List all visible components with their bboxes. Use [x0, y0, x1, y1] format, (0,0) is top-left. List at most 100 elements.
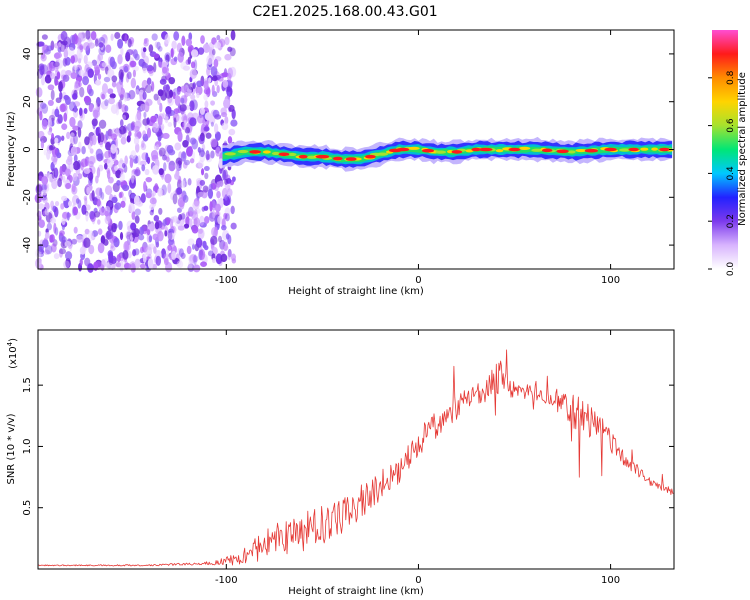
- spectrogram-noise-blob: [229, 47, 236, 57]
- spectrogram-noise-blob: [186, 245, 192, 255]
- spectrogram-noise-blob: [144, 168, 150, 176]
- spectrogram-noise-blob: [84, 136, 90, 146]
- spectrogram-y-tick-label: -20: [22, 189, 33, 205]
- spectrogram-noise-blob: [141, 140, 145, 148]
- snr-x-axis-label: Height of straight line (km): [288, 586, 424, 597]
- signal-band-hot-spot: [422, 148, 435, 153]
- spectrogram-noise-blob: [227, 72, 232, 82]
- spectrogram-noise-blob: [116, 254, 122, 263]
- spectrogram-noise-blob: [160, 90, 167, 101]
- spectrogram-noise-blob: [77, 120, 83, 130]
- signal-band-warm-spot: [407, 146, 420, 150]
- spectrogram-noise-blob: [187, 263, 195, 272]
- spectrogram-noise-blob: [123, 65, 129, 73]
- spectrogram-noise-blob: [50, 217, 57, 224]
- spectrogram-noise-blob: [104, 99, 109, 107]
- spectrogram-noise-blob: [95, 79, 102, 86]
- spectrogram-noise-blob: [47, 99, 54, 107]
- spectrogram-noise-blob: [114, 165, 118, 171]
- spectrogram-noise-blob: [221, 187, 228, 199]
- spectrogram-noise-blob: [178, 213, 183, 221]
- figure-title: C2E1.2025.168.00.43.G01: [252, 4, 437, 20]
- spectrogram-noise-blob: [117, 38, 124, 49]
- spectrogram-noise-blob: [216, 34, 221, 41]
- spectrogram-noise-blob: [153, 214, 160, 222]
- spectrogram-noise-blob: [206, 67, 211, 77]
- spectrogram-noise-blob: [227, 250, 231, 261]
- spectrogram-noise-blob: [79, 86, 85, 98]
- spectrogram-noise-blob: [111, 196, 118, 204]
- spectrogram-noise-blob: [61, 218, 66, 226]
- spectrogram-noise-blob: [142, 47, 147, 53]
- spectrogram-noise-blob: [119, 191, 124, 198]
- spectrogram-noise-blob: [152, 263, 157, 270]
- spectrogram-noise-blob: [111, 222, 117, 233]
- snr-y-ticks: 0.5 1.0 1.5: [22, 377, 674, 516]
- spectrogram-noise-blob: [90, 30, 97, 41]
- spectrogram-noise-blob: [65, 70, 72, 76]
- spectrogram-noise-blob: [79, 258, 83, 266]
- spectrogram-noise-blob: [157, 230, 164, 242]
- spectrogram-noise-blob: [72, 93, 78, 100]
- spectrogram-noise-blob: [72, 160, 81, 171]
- signal-band-hot-spot: [628, 147, 639, 152]
- spectrogram-noise-blob: [52, 61, 60, 68]
- snr-y-tick-label: 0.5: [22, 500, 33, 516]
- signal-band-hot-spot: [541, 148, 553, 153]
- spectrogram-noise-blob: [176, 114, 183, 124]
- spectrogram-noise-blob: [228, 128, 236, 136]
- spectrogram-noise-blob: [176, 87, 181, 95]
- spectrogram-noise-blob: [56, 71, 61, 80]
- spectrogram-noise-blob: [97, 73, 102, 80]
- spectrogram-noise-blob: [224, 36, 230, 46]
- signal-band-hot-spot: [249, 150, 262, 154]
- spectrogram-noise-blob: [120, 200, 126, 208]
- spectrogram-noise-blob: [119, 172, 125, 183]
- spectrogram-noise-blob: [193, 208, 198, 215]
- spectrogram-noise-blob: [84, 197, 88, 207]
- spectrogram-noise-blob: [97, 52, 104, 62]
- spectrogram-noise-blob: [155, 255, 162, 266]
- spectrogram-noise-blob: [146, 229, 151, 236]
- spectrogram-noise-blob: [54, 137, 59, 144]
- spectrogram-noise-blob: [183, 119, 187, 130]
- snr-x-tick-label: -100: [215, 575, 238, 586]
- spectrogram-noise-blob: [72, 172, 78, 182]
- spectrogram-noise-blob: [146, 64, 154, 72]
- spectrogram-noise-blob: [195, 237, 203, 248]
- spectrogram-noise-blob: [124, 155, 128, 165]
- spectrogram-noise-blob: [88, 161, 94, 168]
- spectrogram-noise-blob: [155, 144, 160, 151]
- spectrogram-noise-blob: [129, 178, 136, 189]
- spectrogram-noise-blob: [146, 77, 152, 85]
- spectrogram-noise-blob: [63, 112, 68, 122]
- colorbar-tick-label: 0.6: [726, 118, 736, 133]
- spectrogram-noise-blob: [44, 232, 50, 240]
- spectrogram-noise-blob: [120, 46, 124, 56]
- spectrogram-noise-blob: [221, 224, 227, 231]
- spectrogram-noise-blob: [135, 112, 142, 124]
- spectrogram-noise-blob: [174, 172, 180, 180]
- spectrogram-noise-blob: [108, 251, 114, 263]
- spectrogram-noise-blob: [176, 42, 183, 53]
- spectrogram-noise-blob: [143, 38, 148, 45]
- spectrogram-noise-blob: [220, 253, 228, 263]
- spectrogram-noise-blob: [126, 123, 134, 132]
- spectrogram-noise-blob: [80, 158, 88, 168]
- spectrogram-noise-blob: [61, 223, 65, 231]
- signal-band-warm-spot: [618, 148, 631, 152]
- spectrogram-noise-blob: [118, 125, 127, 135]
- spectrogram-noise-blob: [211, 258, 216, 264]
- spectrogram-noise-blob: [214, 215, 219, 223]
- spectrogram-noise-blob: [126, 135, 131, 143]
- spectrogram-noise-blob: [97, 133, 102, 144]
- spectrogram-noise-blob: [138, 234, 145, 241]
- spectrogram-noise-blob: [133, 136, 140, 146]
- spectrogram-noise-blob: [115, 108, 120, 116]
- spectrogram-noise-blob: [41, 76, 45, 86]
- spectrogram-noise-blob: [218, 235, 222, 243]
- spectrogram-noise-blob: [77, 199, 82, 209]
- spectrogram-noise-blob: [174, 95, 181, 106]
- spectrogram-noise-blob: [200, 261, 208, 268]
- spectrogram-noise-blob: [56, 152, 62, 159]
